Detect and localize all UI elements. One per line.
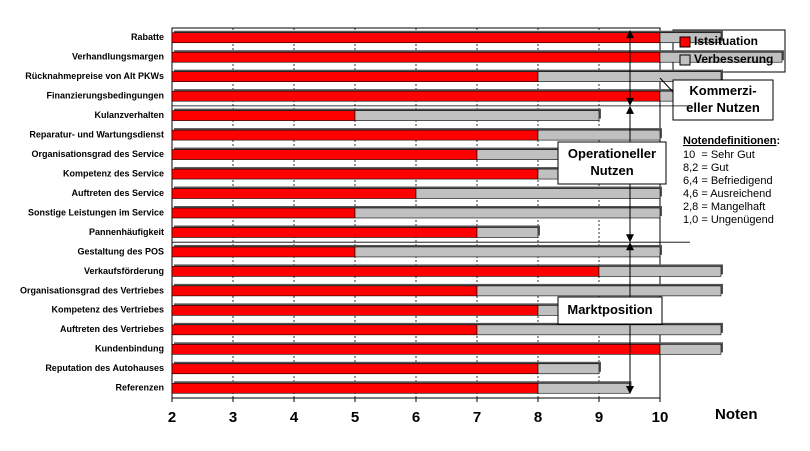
bar-segment (171, 285, 478, 297)
group-label: Operationeller (568, 146, 656, 161)
bar-segment (171, 129, 539, 141)
category-label: Auftreten des Service (71, 188, 164, 198)
legend-label: Verbesserung (694, 52, 773, 66)
bar-segment (476, 324, 722, 336)
x-tick-label: 7 (473, 409, 481, 426)
bar-segment (476, 227, 539, 238)
group-label: Marktposition (567, 302, 652, 317)
bar-segment (354, 207, 661, 219)
bar-segment (171, 344, 661, 355)
group-box (672, 79, 774, 121)
category-label: Verkaufsförderung (84, 266, 164, 276)
bar-segment (171, 110, 356, 121)
legend-swatch (679, 54, 691, 66)
category-label: Verhandlungsmargen (72, 52, 164, 62)
notes-title: Notendefinitionen: (683, 135, 780, 147)
category-label: Referenzen (115, 383, 164, 393)
bar-segment (171, 246, 356, 258)
category-label: Organisationsgrad des Service (31, 149, 164, 159)
bar-segment (659, 344, 722, 355)
x-axis-label: Noten (715, 406, 758, 423)
bar-segment (354, 246, 661, 258)
bar-segment (354, 110, 600, 121)
legend-swatch (679, 36, 691, 48)
arrow-head (626, 242, 634, 251)
group-box (557, 141, 667, 185)
group-box (557, 296, 663, 325)
note-item: 2,8 = Mangelhaft (683, 201, 765, 213)
category-label: Rücknahmepreise von Alt PKWs (25, 71, 164, 81)
note-item: 1,0 = Ungenügend (683, 214, 774, 226)
category-label: Gestaltung des POS (77, 246, 164, 256)
bar-segment (171, 324, 478, 336)
legend-label: Istsituation (694, 34, 758, 48)
bar-segment (537, 382, 630, 394)
bar-segment (171, 207, 356, 219)
category-label: Organisationsgrad des Vertriebes (20, 285, 164, 295)
arrow-head (626, 105, 634, 114)
bar-segment (171, 90, 661, 102)
category-label: Kompetenz des Service (63, 168, 164, 178)
bar-segment (659, 51, 783, 63)
bar-segment (171, 71, 539, 82)
note-item: 6,4 = Befriedigend (683, 175, 773, 187)
x-tick-label: 4 (290, 409, 299, 426)
bar-segment (171, 168, 539, 180)
bar-segment (171, 149, 478, 160)
category-label: Kundenbindung (95, 344, 164, 354)
category-label: Finanzierungsbedingungen (47, 91, 165, 101)
x-tick-label: 6 (412, 409, 420, 426)
arrow-head (626, 234, 634, 243)
group-label: Nutzen (590, 163, 633, 178)
bar-segment (415, 188, 661, 199)
notes-title-suffix: : (777, 135, 781, 147)
bar-segment (476, 285, 722, 297)
bar-segment (537, 363, 600, 375)
notes-title-text: Notendefinitionen (683, 135, 777, 147)
category-label: Reparatur- und Wartungsdienst (29, 129, 164, 139)
x-tick-label: 8 (534, 409, 542, 426)
category-label: Kompetenz des Vertriebes (51, 305, 164, 315)
bar-segment (171, 266, 600, 277)
note-item: 8,2 = Gut (683, 162, 729, 174)
arrow-head (626, 30, 634, 38)
category-label: Reputation des Autohauses (45, 363, 164, 373)
bar-segment (171, 32, 661, 44)
note-item: 4,6 = Ausreichend (683, 188, 771, 200)
bar-segment (171, 363, 539, 375)
category-label: Auftreten des Vertriebes (60, 324, 164, 334)
x-tick-label: 9 (595, 409, 603, 426)
category-label: Rabatte (131, 32, 164, 42)
category-label: Kulanzverhalten (94, 110, 164, 120)
note-item: 10 = Sehr Gut (683, 149, 755, 161)
bar-segment (537, 129, 661, 141)
x-tick-label: 2 (168, 409, 176, 426)
connector (659, 77, 674, 93)
bar-segment (171, 188, 417, 199)
bar-segment (598, 266, 722, 277)
category-label: Pannenhäufigkeit (89, 227, 164, 237)
x-tick-label: 10 (652, 409, 669, 426)
bar-segment (171, 382, 539, 394)
arrow-head (626, 97, 634, 106)
arrow-head (626, 386, 634, 394)
group-label: Kommerzi- (689, 83, 756, 98)
bar-segment (171, 227, 478, 238)
group-label: eller Nutzen (686, 100, 760, 115)
x-tick-label: 5 (351, 409, 359, 426)
bar-segment (171, 51, 661, 63)
category-label: Sonstige Leistungen im Service (28, 207, 164, 217)
bar-segment (171, 305, 539, 316)
x-tick-label: 3 (229, 409, 237, 426)
